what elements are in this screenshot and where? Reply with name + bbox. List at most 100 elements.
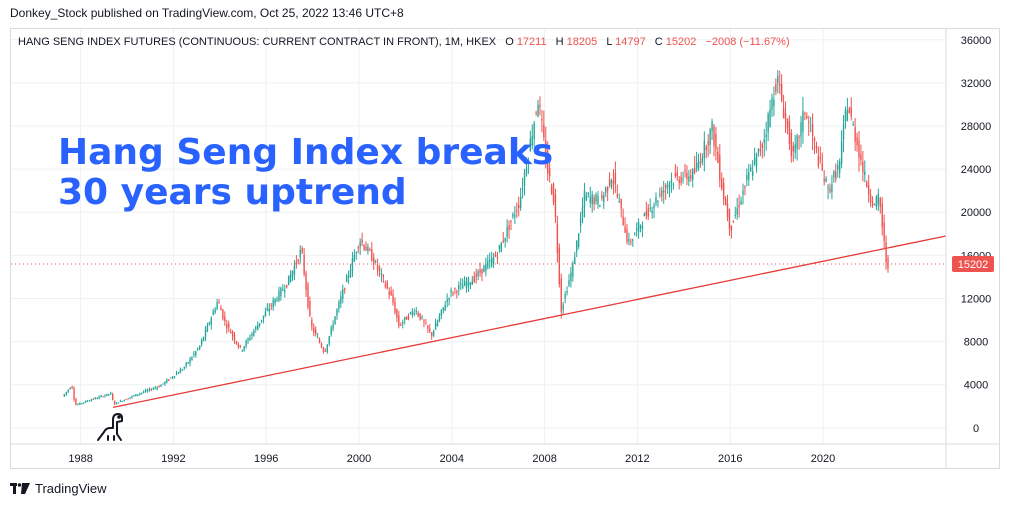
candle (73, 386, 75, 402)
uptrend-line (112, 235, 947, 408)
candle (867, 174, 870, 203)
candle (871, 196, 874, 208)
candle (506, 219, 508, 243)
candle (278, 286, 280, 303)
candle (175, 370, 178, 376)
candle (403, 316, 406, 325)
x-tick-label: 2020 (811, 453, 835, 465)
candle (525, 157, 528, 177)
candle (475, 268, 477, 284)
candle (287, 275, 290, 286)
candle (272, 296, 274, 311)
candle (191, 356, 193, 361)
candle (303, 247, 305, 277)
candle (813, 136, 816, 155)
candle (183, 366, 185, 371)
candle (247, 337, 249, 344)
candle (786, 118, 789, 135)
y-tick-label: 12000 (961, 293, 992, 305)
candle (639, 224, 642, 233)
candle (796, 133, 798, 161)
candle (77, 403, 79, 406)
candle (164, 381, 166, 386)
candle (606, 186, 609, 202)
candle (512, 212, 514, 219)
dinosaur-icon (97, 413, 123, 441)
candle (268, 303, 271, 316)
candle (154, 385, 156, 390)
candle (877, 188, 880, 211)
candle (792, 141, 794, 162)
candle (434, 318, 437, 330)
candle (173, 376, 176, 379)
candle (635, 222, 638, 237)
candle (599, 204, 601, 208)
chart-panel[interactable] (10, 28, 1000, 469)
candle (324, 348, 327, 353)
candle (146, 388, 149, 393)
candle (330, 325, 332, 337)
candle (780, 74, 783, 103)
candle (69, 387, 71, 390)
candle (763, 129, 765, 157)
candle (344, 287, 346, 294)
candle (837, 160, 839, 178)
candle (773, 86, 775, 117)
candle (666, 180, 669, 194)
chart-title: HANG SENG INDEX FUTURES (CONTINUOUS: CUR… (18, 36, 497, 48)
candle (75, 397, 77, 406)
x-tick-label: 2004 (440, 453, 464, 465)
candle (251, 331, 253, 340)
candle (755, 152, 758, 173)
candle (699, 152, 702, 168)
annotation-line-2: 30 years uptrend (58, 172, 407, 213)
candle (817, 146, 820, 169)
candle (556, 215, 559, 263)
candle (98, 395, 100, 400)
candle (220, 304, 222, 311)
candle (655, 192, 657, 207)
candle (402, 319, 404, 329)
candle (862, 151, 864, 182)
candle (361, 232, 363, 247)
x-tick-label: 1988 (68, 453, 92, 465)
ohlc-open-label: O (505, 36, 514, 48)
candle (583, 182, 586, 218)
axes: 0400080001200016000200002400028000320003… (11, 29, 999, 469)
candle (711, 118, 713, 140)
candle (79, 402, 81, 405)
candle (790, 128, 793, 163)
candle (367, 243, 369, 255)
candle (311, 317, 313, 331)
candle (850, 97, 852, 121)
candle (597, 191, 599, 209)
candle (282, 283, 284, 292)
candle (601, 191, 603, 201)
candle (866, 180, 868, 188)
candle (301, 246, 303, 254)
candle (827, 184, 829, 200)
candle (632, 238, 634, 247)
candle (661, 186, 663, 202)
candle (887, 254, 889, 273)
candlestick-chart[interactable]: 0400080001200016000200002400028000320003… (0, 0, 1012, 470)
candle (523, 168, 526, 196)
candle (258, 323, 261, 328)
y-tick-label: 28000 (961, 121, 992, 133)
candle (160, 384, 162, 387)
candle (873, 203, 876, 206)
candle (829, 183, 831, 194)
candle (831, 175, 833, 200)
candle (610, 178, 613, 190)
candle (419, 313, 421, 321)
candle (137, 394, 139, 397)
candle (649, 198, 651, 213)
candle (659, 187, 661, 198)
candle (276, 296, 278, 302)
ohlc-open-value: 17211 (517, 36, 547, 48)
candle (463, 276, 466, 287)
candle (110, 391, 112, 395)
candle (742, 183, 744, 205)
candle (162, 383, 164, 385)
annotation-line-1: Hang Seng Index breaks (58, 132, 553, 173)
